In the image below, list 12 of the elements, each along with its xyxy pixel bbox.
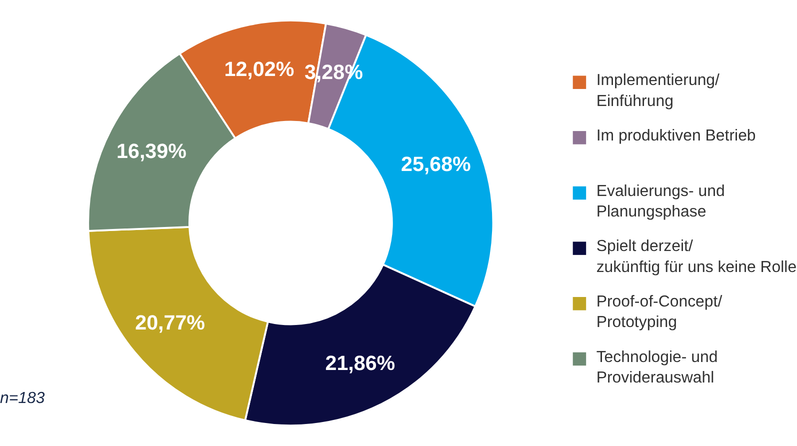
data-label: 12,02% — [224, 58, 294, 82]
data-label: 20,77% — [135, 311, 206, 334]
text: n=183 — [0, 390, 45, 408]
legend-label: Implementierung/Einführung — [596, 72, 720, 110]
legend-label: Proof-of-Concept/Prototyping — [596, 293, 723, 332]
data-label: 21,86% — [325, 352, 396, 375]
legend-label: Spielt derzeit/zukünftig für uns keine Rolle — [596, 238, 797, 276]
legend-label: Im produktiven Betrieb — [596, 127, 756, 144]
data-label: 25,68% — [400, 153, 471, 176]
legend-label: Technologie- und Providerauswahl — [596, 348, 718, 386]
legend-label: Evaluierungs- und Planungsphase — [596, 182, 725, 220]
data-label: 16,39% — [116, 140, 186, 163]
